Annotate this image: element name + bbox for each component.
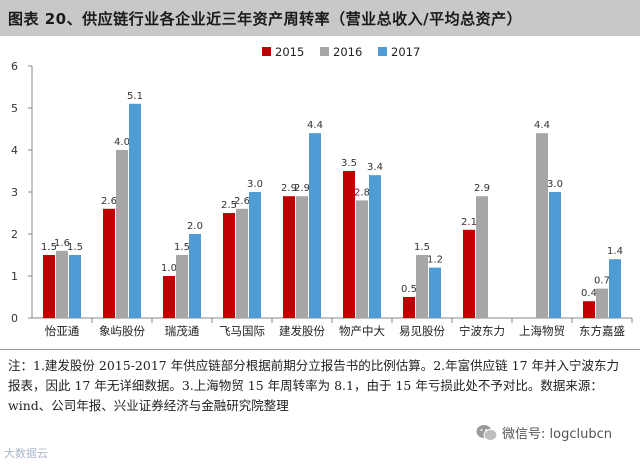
- bar-2016: [476, 196, 488, 318]
- bar-2015: [583, 301, 595, 318]
- x-tick-label: 东方嘉盛: [579, 324, 625, 338]
- chart-header: 图表 20、供应链行业各企业近三年资产周转率（营业总收入/平均总资产）: [0, 0, 640, 36]
- bar-2015: [103, 208, 115, 318]
- bar-2016: [116, 150, 128, 318]
- y-tick-label: 2: [11, 228, 18, 241]
- bar-2015: [343, 171, 355, 318]
- bar-2016: [596, 288, 608, 318]
- bar-2015: [163, 276, 175, 318]
- x-tick-label: 易见股份: [399, 324, 445, 338]
- y-tick-label: 0: [11, 312, 18, 325]
- data-label: 0.5: [401, 284, 417, 295]
- data-label: 2.1: [461, 217, 477, 228]
- data-label: 3.5: [341, 158, 357, 169]
- data-label: 2.5: [221, 200, 237, 211]
- chart-area: 0 1 2 3 4 5 6 怡亚通 1.5 1.6 1.5 象屿股份 2.6 4.0 5.1 瑞茂通 1.0 1.…: [0, 40, 640, 346]
- legend-label: 2015: [275, 45, 304, 59]
- legend-label: 2017: [391, 45, 420, 59]
- data-label: 1.5: [174, 242, 190, 253]
- data-label: 1.2: [427, 255, 443, 266]
- legend-swatch: [378, 47, 387, 56]
- x-tick-label: 怡亚通: [45, 324, 80, 338]
- bar-2017: [609, 259, 621, 318]
- bar-2017: [69, 255, 81, 318]
- watermark-left: 大数据云: [4, 447, 48, 460]
- data-label: 3.4: [367, 162, 383, 173]
- data-label: 3.0: [547, 179, 563, 190]
- data-label: 4.4: [534, 120, 550, 131]
- x-tick-label: 象屿股份: [99, 324, 145, 338]
- bar-2015: [43, 255, 55, 318]
- legend-label: 2016: [333, 45, 362, 59]
- data-label: 1.6: [54, 238, 70, 249]
- data-label: 2.0: [187, 221, 203, 232]
- bar-chart: 0123456怡亚通1.51.61.5象屿股份2.64.05.1瑞茂通1.01.…: [11, 45, 633, 338]
- bar-2015: [463, 229, 475, 318]
- bar-2015: [403, 297, 415, 318]
- bar-2016: [56, 250, 68, 318]
- x-tick-label: 瑞茂通: [165, 324, 200, 338]
- legend-swatch: [262, 47, 271, 56]
- data-label: 5.1: [127, 91, 143, 102]
- watermark-right-text: 微信号: logclubcn: [502, 427, 612, 442]
- x-tick-label: 上海物贸: [519, 324, 565, 338]
- bar-2017: [129, 103, 141, 318]
- bar-2017: [309, 133, 321, 318]
- data-label: 0.4: [581, 288, 597, 299]
- data-label: 1.5: [414, 242, 430, 253]
- divider: [0, 349, 640, 350]
- watermark-right: 微信号: logclubcn: [476, 423, 612, 442]
- data-label: 2.6: [101, 196, 117, 207]
- legend-swatch: [320, 47, 329, 56]
- bar-2016: [176, 255, 188, 318]
- bar-2017: [429, 267, 441, 318]
- bar-2017: [189, 234, 201, 318]
- bar-2015: [283, 196, 295, 318]
- x-tick-label: 宁波东力: [459, 324, 505, 338]
- bar-2016: [356, 200, 368, 318]
- bar-2016: [296, 196, 308, 318]
- y-tick-label: 3: [11, 186, 18, 199]
- data-label: 2.9: [474, 183, 490, 194]
- chart-title: 图表 20、供应链行业各企业近三年资产周转率（营业总收入/平均总资产）: [8, 10, 523, 28]
- data-label: 4.4: [307, 120, 323, 131]
- y-tick-label: 4: [11, 144, 18, 157]
- bar-2017: [549, 192, 561, 318]
- data-label: 1.5: [67, 242, 83, 253]
- data-label: 3.0: [247, 179, 263, 190]
- bar-2016: [536, 133, 548, 318]
- x-tick-label: 建发股份: [279, 324, 325, 338]
- bar-2015: [223, 213, 235, 318]
- source-note: 注：1.建发股份 2015-2017 年供应链部分根据前期分立报告书的比例估算。…: [8, 358, 620, 413]
- x-tick-label: 物产中大: [339, 324, 385, 338]
- bar-2016: [416, 255, 428, 318]
- bar-2016: [236, 208, 248, 318]
- data-label: 2.8: [354, 187, 370, 198]
- data-label: 4.0: [114, 137, 130, 148]
- y-tick-label: 5: [11, 102, 18, 115]
- data-label: 1.5: [41, 242, 57, 253]
- data-label: 1.4: [607, 246, 623, 257]
- bar-2017: [249, 192, 261, 318]
- data-label: 2.9: [281, 183, 297, 194]
- data-label: 2.9: [294, 183, 310, 194]
- data-label: 2.6: [234, 196, 250, 207]
- data-label: 1.0: [161, 263, 177, 274]
- y-tick-label: 1: [11, 270, 18, 283]
- data-label: 0.7: [594, 276, 610, 287]
- y-tick-label: 6: [11, 60, 18, 73]
- wechat-icon: [476, 424, 498, 441]
- x-tick-label: 飞马国际: [219, 324, 265, 338]
- bar-2017: [369, 175, 381, 318]
